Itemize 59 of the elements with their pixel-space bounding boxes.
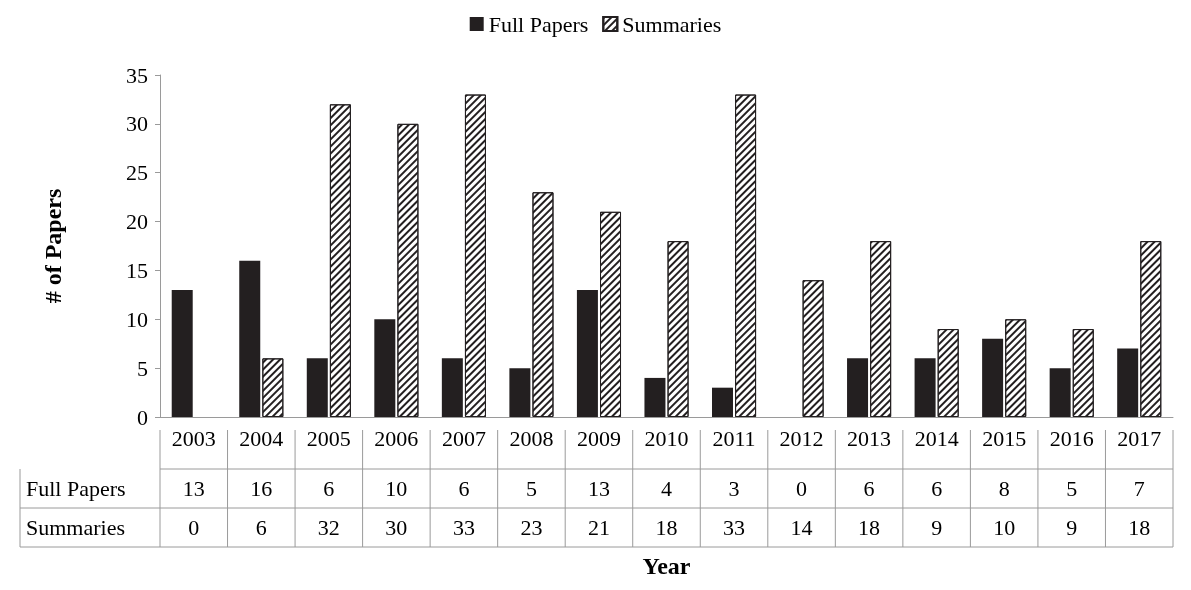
data-label: 10 bbox=[993, 515, 1016, 540]
x-tick-label: 2013 bbox=[847, 425, 892, 451]
data-label: 6 bbox=[863, 476, 875, 501]
data-label: 4 bbox=[661, 476, 672, 501]
data-label: 6 bbox=[323, 476, 335, 501]
data-label: 6 bbox=[458, 476, 470, 501]
legend-label: Full Papers bbox=[488, 11, 589, 37]
data-label: 10 bbox=[385, 476, 408, 501]
data-label: 21 bbox=[587, 515, 610, 540]
data-label: 30 bbox=[385, 515, 408, 540]
x-tick-label: 2008 bbox=[509, 425, 554, 451]
data-label: 3 bbox=[728, 476, 740, 501]
data-label: 5 bbox=[1066, 476, 1078, 501]
x-tick-label: 2003 bbox=[171, 425, 216, 451]
data-label: 33 bbox=[723, 515, 746, 540]
x-tick-label: 2005 bbox=[306, 425, 351, 451]
data-label: 18 bbox=[1128, 515, 1151, 540]
x-tick-label: 2007 bbox=[441, 425, 486, 451]
data-label: 7 bbox=[1133, 476, 1145, 501]
legend-label: Summaries bbox=[622, 11, 722, 37]
x-tick-label: 2009 bbox=[576, 425, 621, 451]
y-tick-label: 30 bbox=[126, 111, 148, 137]
y-tick-label: 10 bbox=[126, 306, 148, 332]
text: Full Papers bbox=[26, 476, 126, 501]
data-label: 18 bbox=[858, 515, 881, 540]
y-tick-label: 5 bbox=[137, 355, 148, 381]
data-label: 5 bbox=[525, 476, 537, 501]
x-tick-label: 2011 bbox=[712, 425, 756, 451]
data-label: 13 bbox=[182, 476, 205, 501]
x-tick-label: 2016 bbox=[1049, 425, 1094, 451]
x-tick-label: 2017 bbox=[1117, 425, 1162, 451]
data-label: 0 bbox=[796, 476, 808, 501]
data-label: 0 bbox=[188, 515, 200, 540]
data-label: 9 bbox=[1066, 515, 1078, 540]
y-tick-label: 15 bbox=[126, 257, 148, 283]
data-label: 13 bbox=[587, 476, 610, 501]
data-label: 32 bbox=[317, 515, 340, 540]
x-tick-label: 2012 bbox=[779, 425, 824, 451]
data-label: 18 bbox=[655, 515, 678, 540]
data-label: 23 bbox=[520, 515, 543, 540]
y-tick-label: 25 bbox=[126, 160, 148, 186]
data-label: 8 bbox=[998, 476, 1010, 501]
data-label: 16 bbox=[250, 476, 273, 501]
y-tick-label: 0 bbox=[137, 404, 148, 430]
data-label: 9 bbox=[931, 515, 943, 540]
y-tick-label: 20 bbox=[126, 209, 148, 235]
data-label: 14 bbox=[790, 515, 813, 540]
data-label: 33 bbox=[452, 515, 475, 540]
x-axis-title: Year bbox=[642, 553, 691, 579]
x-tick-label: 2015 bbox=[982, 425, 1027, 451]
data-label: 6 bbox=[931, 476, 943, 501]
text: Summaries bbox=[26, 515, 125, 540]
x-tick-label: 2006 bbox=[374, 425, 419, 451]
x-tick-label: 2010 bbox=[644, 425, 689, 451]
x-tick-label: 2014 bbox=[914, 425, 959, 451]
y-axis-title: # of Papers bbox=[40, 188, 66, 304]
x-tick-label: 2004 bbox=[239, 425, 284, 451]
y-tick-label: 35 bbox=[126, 62, 148, 88]
data-label: 6 bbox=[255, 515, 267, 540]
